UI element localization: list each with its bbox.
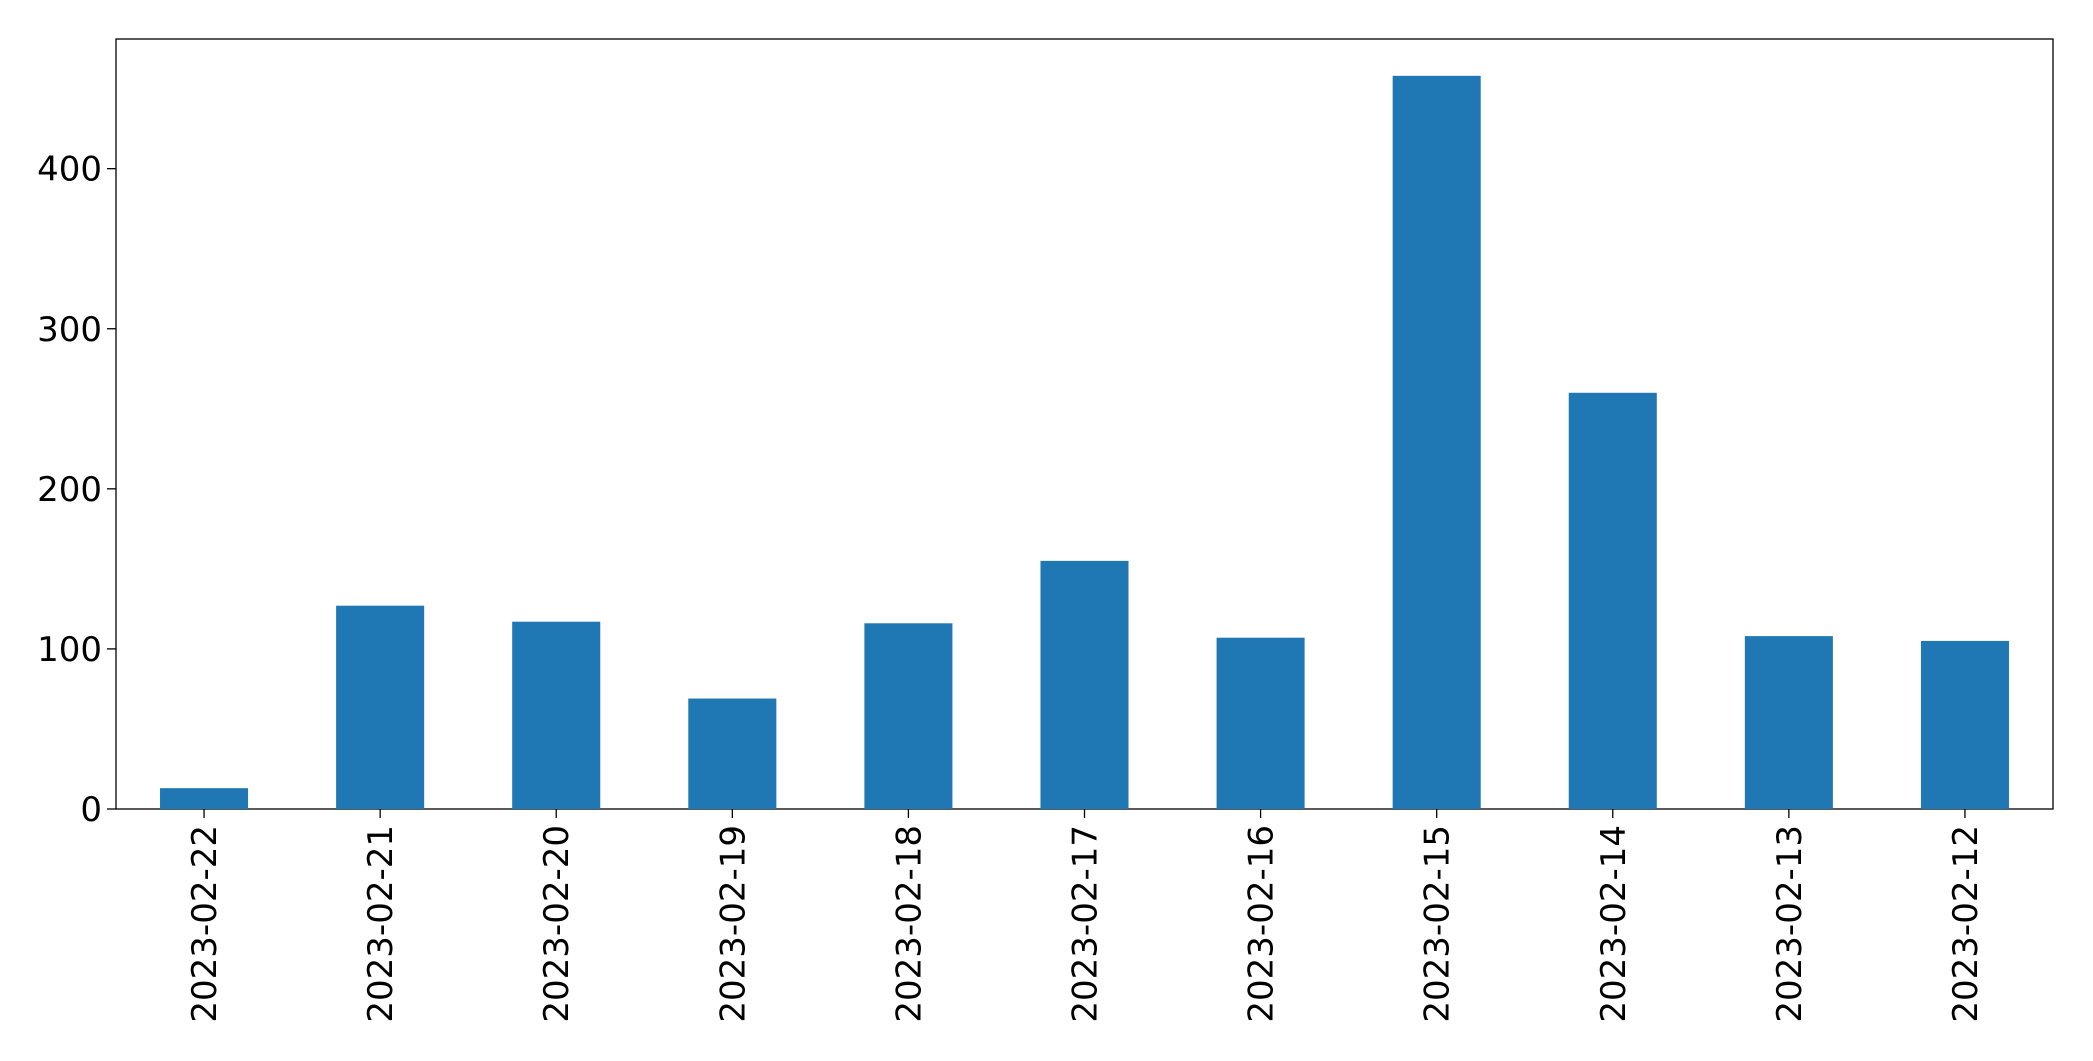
x-tick-label: 2023-02-20 — [537, 825, 577, 1023]
x-tick-label: 2023-02-13 — [1770, 825, 1810, 1023]
bar — [1216, 637, 1305, 809]
y-tick-label: 200 — [37, 470, 102, 510]
bar — [512, 621, 601, 809]
x-tick-label: 2023-02-21 — [361, 825, 401, 1023]
x-tick-label: 2023-02-14 — [1594, 825, 1634, 1023]
bar — [864, 623, 953, 809]
x-tick-label: 2023-02-17 — [1066, 825, 1106, 1023]
bar — [336, 605, 425, 809]
x-tick-label: 2023-02-16 — [1242, 825, 1282, 1023]
y-tick-label: 100 — [37, 630, 102, 670]
x-tick-label: 2023-02-18 — [889, 825, 929, 1023]
y-tick-label: 300 — [37, 310, 102, 350]
bar — [160, 788, 249, 809]
bar — [688, 698, 777, 809]
x-tick-label: 2023-02-19 — [713, 825, 753, 1023]
bar — [1920, 640, 2009, 809]
y-tick-label: 400 — [37, 150, 102, 190]
bar — [1392, 75, 1481, 809]
x-tick-label: 2023-02-12 — [1946, 825, 1986, 1023]
bar — [1568, 392, 1657, 809]
x-tick-label: 2023-02-15 — [1418, 825, 1458, 1023]
bar — [1744, 636, 1833, 809]
x-tick-label: 2023-02-22 — [185, 825, 225, 1023]
bar — [1040, 560, 1129, 809]
y-tick-label: 0 — [80, 790, 102, 830]
